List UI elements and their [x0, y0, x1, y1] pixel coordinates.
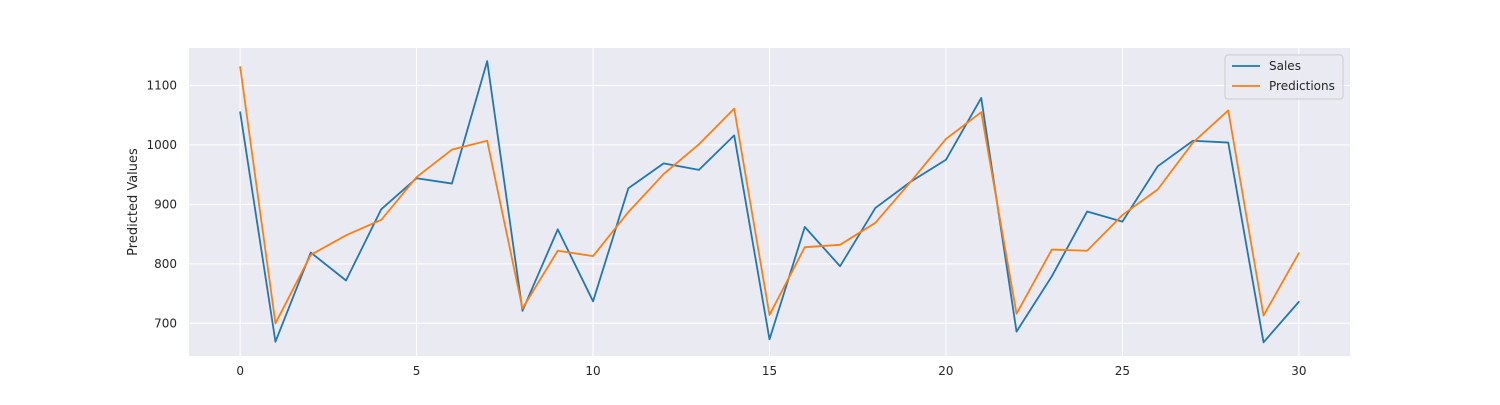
x-tick-label: 10: [585, 364, 600, 378]
y-axis-label: Predicted Values: [126, 148, 141, 256]
grid-lines: [189, 48, 1350, 356]
y-tick-label: 800: [154, 257, 177, 271]
y-tick-label: 900: [154, 197, 177, 211]
legend-label-predictions: Predictions: [1269, 79, 1335, 93]
y-tick-label: 1000: [146, 138, 177, 152]
x-tick-label: 25: [1115, 364, 1130, 378]
series-lines: [239, 60, 1300, 344]
x-tick-label: 0: [236, 364, 244, 378]
series-line-predictions: [239, 66, 1300, 325]
legend-label-sales: Sales: [1269, 59, 1301, 73]
x-axis-ticks: 0 5 10 15 20 25 30: [236, 364, 1306, 378]
x-tick-label: 30: [1291, 364, 1306, 378]
y-tick-label: 1100: [146, 78, 177, 92]
legend: Sales Predictions: [1224, 54, 1344, 100]
x-tick-label: 15: [762, 364, 777, 378]
x-tick-label: 5: [413, 364, 421, 378]
y-axis-ticks: 700 800 900 1000 1100: [146, 78, 177, 330]
x-tick-label: 20: [938, 364, 953, 378]
y-tick-label: 700: [154, 316, 177, 330]
